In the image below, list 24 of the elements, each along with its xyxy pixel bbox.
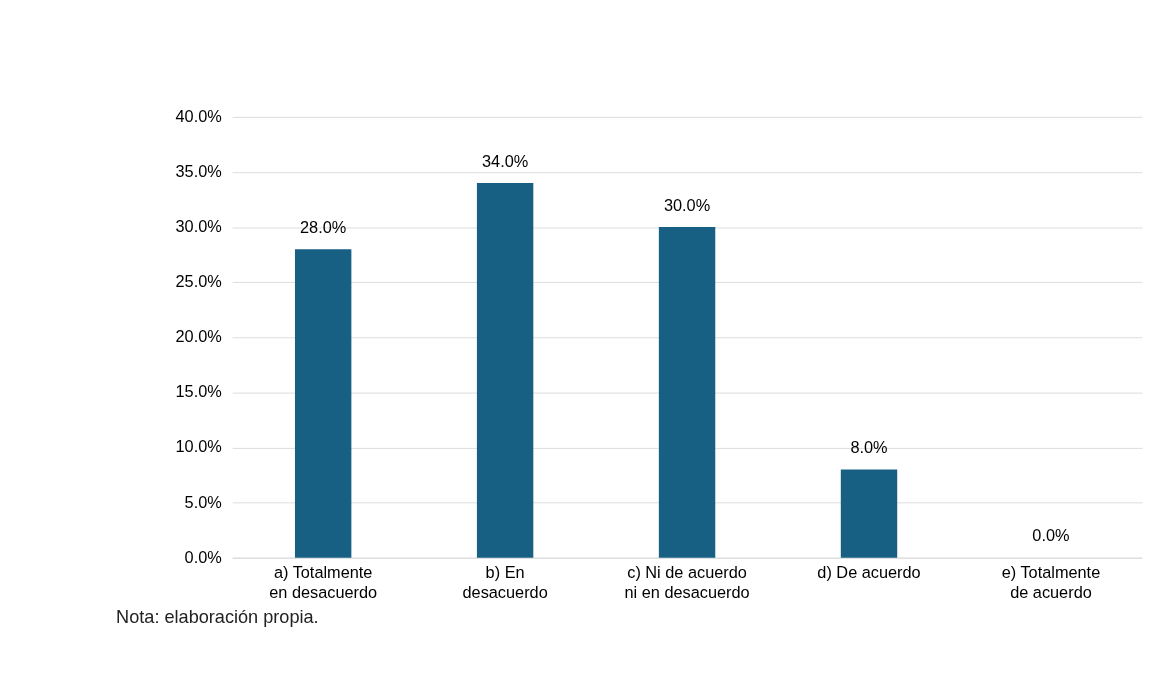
data-label: 28.0% — [300, 217, 347, 236]
y-tick-label: 15.0% — [175, 382, 222, 401]
text: Nota: elaboración propia. — [116, 607, 319, 628]
y-tick-label: 35.0% — [175, 161, 222, 180]
bar — [294, 249, 352, 558]
y-tick-label: 10.0% — [175, 437, 222, 456]
y-tick-label: 40.0% — [175, 106, 222, 125]
bar — [476, 183, 534, 558]
data-label: 34.0% — [481, 151, 529, 170]
x-tick-label: b) En desacuerdo — [462, 563, 548, 602]
x-tick-label: e) Totalmente de acuerdo — [1001, 563, 1101, 602]
y-tick-label: 5.0% — [184, 492, 222, 511]
bar — [840, 469, 898, 558]
y-tick-label: 20.0% — [175, 327, 222, 346]
x-tick-label: c) Ni de acuerdo ni en desacuerdo — [624, 563, 750, 602]
x-tick-label: d) De acuerdo — [817, 563, 921, 582]
data-label: 8.0% — [850, 438, 888, 457]
data-label: 0.0% — [1032, 526, 1070, 545]
bar — [658, 227, 716, 558]
y-tick-label: 25.0% — [175, 272, 222, 291]
y-tick-label: 0.0% — [184, 547, 222, 566]
y-tick-label: 30.0% — [175, 217, 222, 236]
data-label: 30.0% — [663, 195, 711, 214]
x-tick-label: a) Totalmente en desacuerdo — [269, 563, 378, 602]
